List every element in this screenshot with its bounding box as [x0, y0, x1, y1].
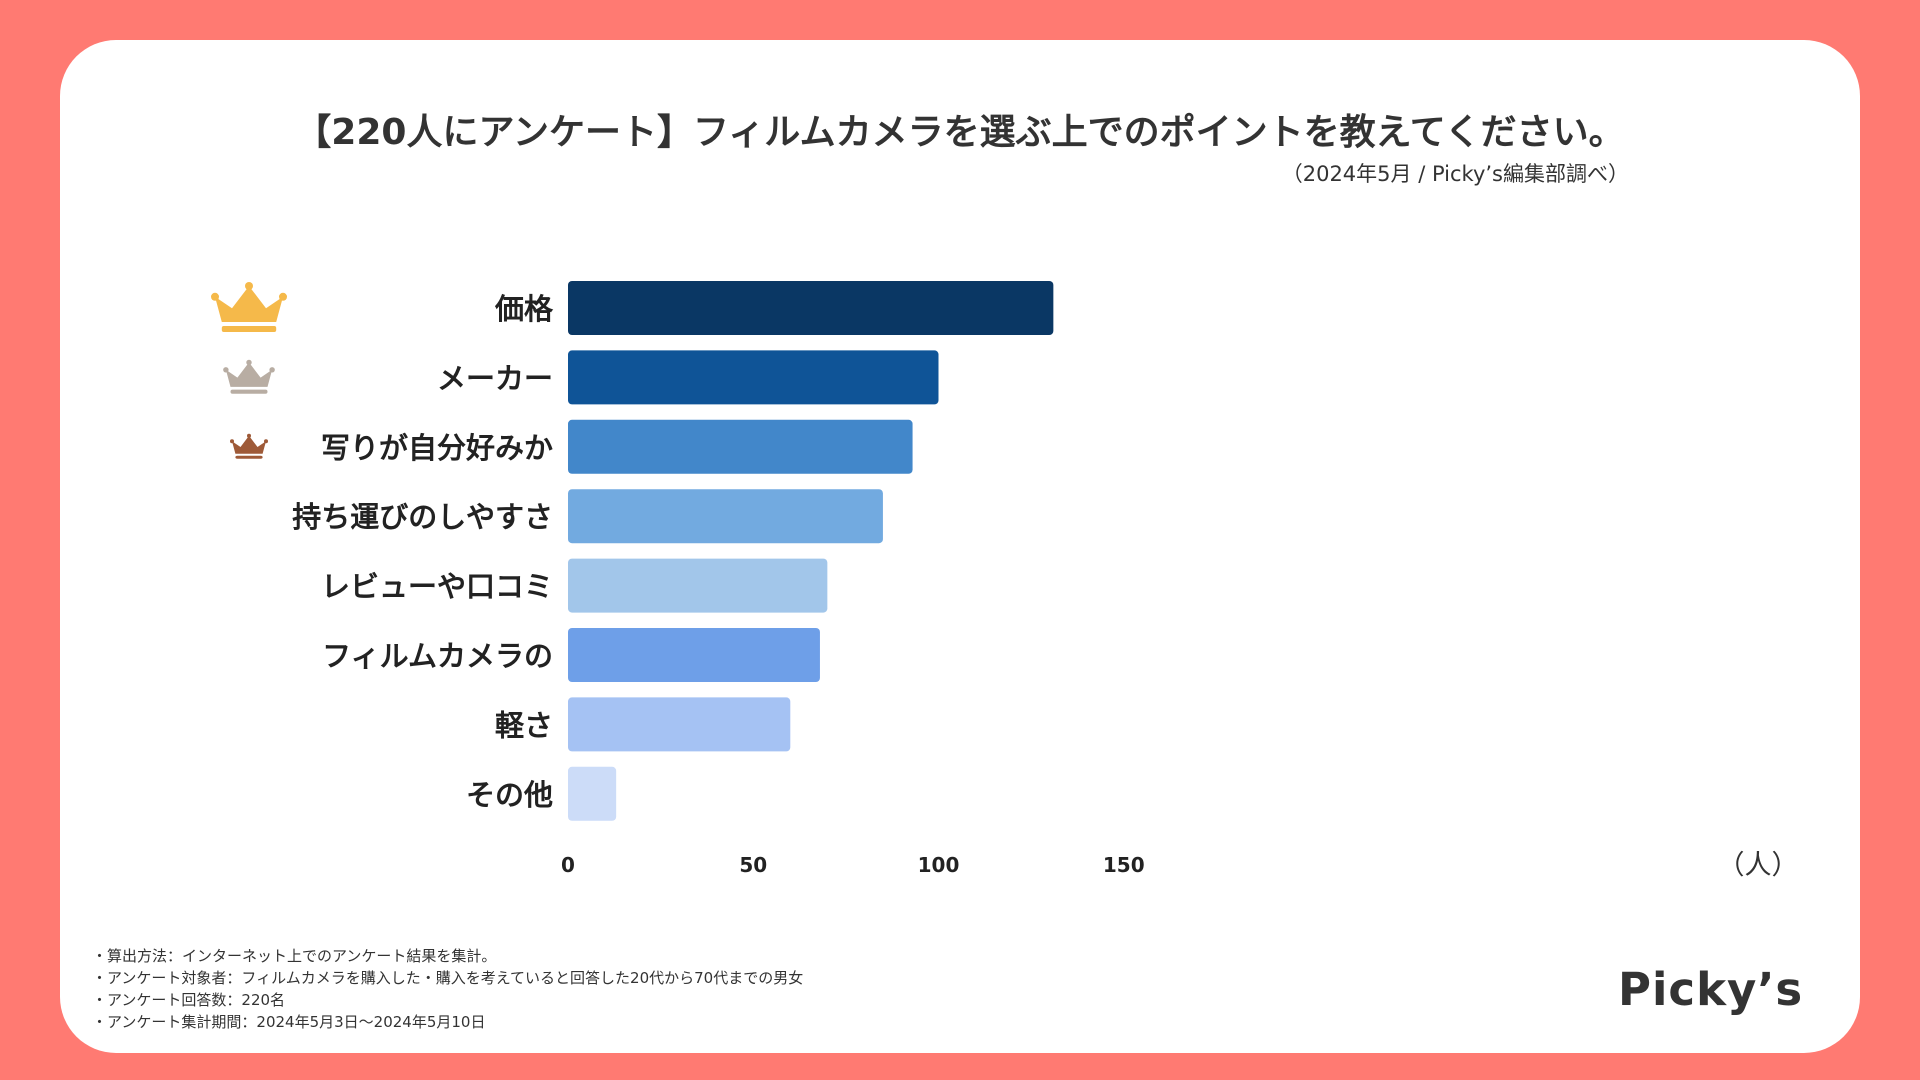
unit-label: （人）	[1718, 850, 1799, 881]
bar-6	[568, 628, 820, 682]
note-line: ・アンケート集計期間：2024年5月3日〜2024年5月10日	[92, 1013, 486, 1031]
bar-1	[568, 281, 1054, 335]
chart-title: 【220人にアンケート】フィルムカメラを選ぶ上でのポイントを教えてください。	[295, 112, 1625, 153]
silver-crown-icon-base	[230, 389, 268, 394]
bronze-crown-icon-jewel	[264, 439, 268, 444]
category-label: 軽さ	[495, 708, 553, 742]
silver-crown-icon-jewel	[246, 359, 252, 366]
chart-subtitle: （2024年5月 / Picky’s編集部調べ）	[1281, 162, 1629, 186]
category-label: フィルムカメラの	[322, 639, 553, 673]
bar-8	[568, 766, 617, 821]
category-label: その他	[466, 778, 553, 812]
note-line: ・算出方法：インターネット上でのアンケート結果を集計。	[92, 947, 497, 965]
bar-2	[568, 350, 939, 405]
category-label: 持ち運びのしやすさ	[292, 500, 553, 534]
category-label: 価格	[494, 292, 554, 326]
x-tick-label: 0	[561, 853, 575, 877]
bar-7	[568, 697, 791, 752]
gold-crown-icon-jewel	[279, 292, 287, 301]
gold-crown-icon-base	[221, 326, 277, 332]
note-line: ・アンケート対象者：フィルムカメラを購入した・購入を考えていると回答した20代か…	[92, 969, 804, 987]
gold-crown-icon-jewel	[211, 292, 219, 301]
x-tick-label: 50	[739, 853, 767, 877]
category-label: 写りが自分好みか	[321, 431, 553, 465]
x-tick-label: 100	[918, 853, 960, 877]
bronze-crown-icon	[232, 435, 266, 454]
gold-crown-icon-jewel	[245, 282, 253, 290]
category-label: レビューや口コミ	[321, 570, 553, 604]
silver-crown-icon-jewel	[223, 367, 229, 373]
gold-crown-icon	[215, 286, 283, 322]
bronze-crown-icon-base	[235, 455, 263, 459]
brand-logo: Picky’s	[1618, 963, 1804, 1016]
bar-3	[568, 419, 913, 474]
silver-crown-icon-jewel	[269, 367, 275, 373]
survey-notes: ・算出方法：インターネット上でのアンケート結果を集計。 ・アンケート対象者：フィ…	[92, 945, 803, 1033]
note-line: ・アンケート回答数：220名	[92, 991, 286, 1009]
category-label: メーカー	[437, 361, 553, 395]
silver-crown-icon	[225, 362, 273, 387]
chart-card	[60, 40, 1860, 1053]
bronze-crown-icon-jewel	[230, 439, 234, 444]
x-tick-label: 150	[1103, 853, 1145, 877]
bronze-crown-icon-jewel	[247, 433, 251, 438]
bar-4	[568, 489, 883, 544]
bar-5	[568, 558, 828, 613]
